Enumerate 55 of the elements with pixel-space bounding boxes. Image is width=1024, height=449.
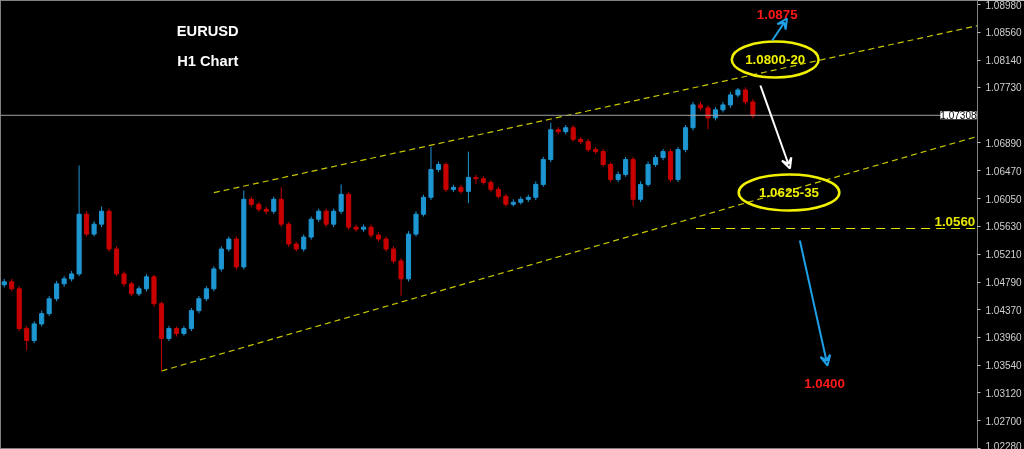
candlestick <box>413 210 419 237</box>
y-tick-label: 1.04370 <box>985 305 1023 316</box>
candlestick <box>638 180 644 203</box>
candlestick <box>308 216 314 241</box>
candlestick <box>24 325 30 351</box>
text: EURUSD <box>176 22 239 39</box>
ref-line-label: 1.0560 <box>934 214 976 230</box>
candlestick <box>84 210 90 237</box>
y-tick-label: 1.03960 <box>985 332 1023 344</box>
candlestick <box>46 295 52 317</box>
candlestick <box>99 206 105 228</box>
candlestick <box>533 180 539 201</box>
candlestick <box>54 280 60 302</box>
candlestick <box>286 221 292 248</box>
candlestick <box>420 194 427 218</box>
text: H1 Chart <box>177 52 239 69</box>
candlestick <box>31 320 37 344</box>
annotation: 1.0800-20 <box>745 52 806 67</box>
candlestick <box>61 275 67 288</box>
y-tick-label: 1.08140 <box>985 55 1023 67</box>
candlestick <box>353 224 359 233</box>
annotation: 1.0400 <box>804 376 845 391</box>
y-tick-label: 1.07730 <box>985 82 1023 94</box>
y-tick-label: 1.02700 <box>985 415 1023 427</box>
y-tick-label: 1.05210 <box>985 249 1023 261</box>
annotation: 1.0875 <box>756 7 799 22</box>
y-tick-label: 1.03540 <box>985 360 1023 371</box>
candlestick <box>473 174 479 185</box>
candlestick <box>218 245 224 273</box>
y-tick-label: 1.06890 <box>985 137 1023 149</box>
y-tick-label: 1.03120 <box>985 387 1023 399</box>
y-tick-label: 1.06050 <box>985 193 1023 205</box>
candlestick <box>398 257 404 297</box>
candlestick <box>690 101 696 131</box>
candlestick <box>608 161 614 183</box>
candlestick <box>645 161 651 188</box>
y-tick-label: 1.08560 <box>985 27 1023 39</box>
ref-line-label: 1.07308 <box>940 110 977 122</box>
candlestick <box>623 156 629 178</box>
y-tick-label: 1.08980 <box>985 0 1023 11</box>
y-tick-label: 1.05630 <box>985 221 1023 233</box>
y-tick-label: 1.06470 <box>985 165 1023 177</box>
y-tick-label: 1.02280 <box>985 440 1023 449</box>
candlestick <box>705 104 711 130</box>
candlestick <box>188 307 194 332</box>
annotation: 1.0625-35 <box>758 185 820 200</box>
candlestick <box>323 208 329 228</box>
candlestick <box>682 124 689 153</box>
candlestick <box>750 98 756 119</box>
candlestick <box>331 208 337 228</box>
candlestick <box>615 170 621 183</box>
candlestick <box>211 265 217 292</box>
candlestick <box>338 183 344 215</box>
y-tick-label: 1.04790 <box>985 277 1023 289</box>
candlestick <box>465 151 471 204</box>
